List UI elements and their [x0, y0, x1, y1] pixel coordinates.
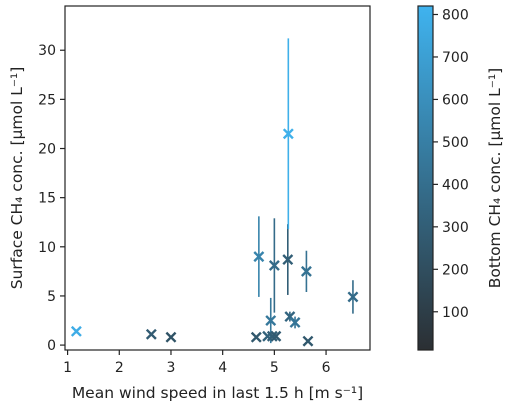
point-marker [347, 291, 359, 303]
data-point [347, 280, 359, 314]
x-axis: 1 2 3 4 5 6 [63, 350, 331, 376]
point-marker [265, 315, 277, 326]
colorbar-tick-label: 800 [442, 7, 469, 23]
y-axis-title: Surface CH₄ conc. [µmol L⁻¹] [8, 67, 26, 290]
colorbar-gradient [417, 5, 434, 351]
point-marker [250, 331, 262, 343]
data-point [270, 330, 282, 342]
data-point [300, 250, 312, 293]
data-point [268, 218, 280, 313]
colorbar-tick-label: 100 [442, 305, 469, 321]
data-point [253, 216, 265, 297]
colorbar-tick-label: 400 [442, 177, 469, 193]
x-tick-label: 4 [218, 360, 227, 376]
colorbar-tick-label: 700 [442, 50, 469, 66]
y-tick-label: 0 [47, 338, 56, 354]
data-point [282, 38, 294, 230]
data-point [250, 331, 262, 343]
point-marker [145, 328, 157, 340]
colorbar-tick-label: 500 [442, 135, 469, 151]
y-tick-label: 25 [38, 92, 56, 108]
plot-area [64, 5, 371, 351]
data-point [266, 330, 278, 342]
x-tick-label: 6 [322, 360, 331, 376]
x-tick-label: 1 [63, 360, 72, 376]
data-point [302, 335, 314, 347]
point-marker [270, 330, 282, 342]
point-marker [289, 317, 301, 328]
plot-frame [64, 5, 371, 351]
y-tick-label: 20 [38, 142, 56, 158]
y-tick-label: 10 [38, 240, 56, 256]
point-marker [300, 265, 312, 277]
y-tick-label: 30 [38, 43, 56, 59]
data-point [282, 224, 294, 295]
data-point [145, 328, 157, 340]
data-point [289, 316, 301, 329]
colorbar-title: Bottom CH₄ conc. [µmol L⁻¹] [486, 68, 504, 288]
x-tick-label: 3 [167, 360, 176, 376]
point-marker [282, 128, 294, 140]
point-marker [282, 254, 294, 266]
y-tick-label: 5 [47, 289, 56, 305]
point-marker [284, 311, 296, 323]
x-tick-label: 2 [115, 360, 124, 376]
colorbar-tick-label: 300 [442, 220, 469, 236]
x-axis-title: Mean wind speed in last 1.5 h [m s⁻¹] [72, 384, 363, 402]
point-marker [266, 330, 278, 342]
colorbar: 100 200 300 400 500 600 700 800 [417, 5, 469, 351]
point-marker [302, 335, 314, 347]
point-marker [165, 331, 177, 343]
point-marker [253, 251, 265, 263]
y-axis: 0 5 10 15 20 25 30 [38, 43, 65, 354]
colorbar-tick-label: 200 [442, 262, 469, 278]
point-marker [70, 325, 82, 337]
data-point [165, 331, 177, 343]
point-marker [268, 260, 280, 271]
x-tick-label: 5 [270, 360, 279, 376]
data-point [70, 325, 82, 337]
colorbar-tick-label: 600 [442, 92, 469, 108]
y-tick-label: 15 [38, 191, 56, 207]
data-layer [70, 38, 359, 347]
